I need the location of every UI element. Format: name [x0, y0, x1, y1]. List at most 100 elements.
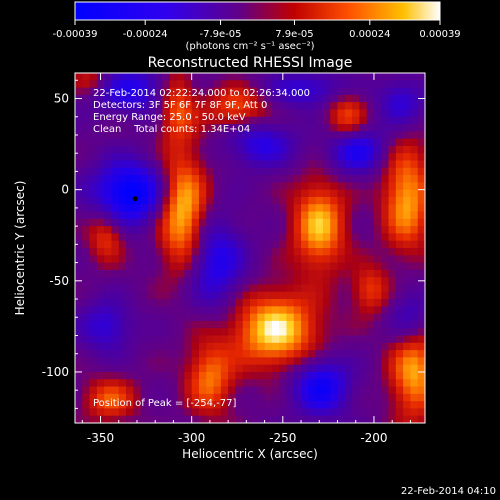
- heatmap-cell: [279, 175, 287, 183]
- heatmap-cell: [191, 160, 200, 169]
- heatmap-cell: [75, 320, 83, 329]
- heatmap-cell: [395, 415, 404, 423]
- heatmap-cell: [206, 291, 214, 300]
- heatmap-cell: [75, 218, 83, 227]
- heatmap-cell: [293, 284, 302, 293]
- heatmap-cell: [301, 175, 309, 183]
- heatmap-cell: [359, 350, 368, 358]
- heatmap-cell: [381, 328, 389, 336]
- heatmap-cell: [228, 408, 236, 417]
- heatmap-cell: [352, 401, 360, 409]
- heatmap-cell: [126, 204, 134, 212]
- heatmap-cell: [82, 116, 90, 125]
- heatmap-cell: [111, 357, 120, 366]
- heatmap-cell: [220, 357, 229, 366]
- heatmap-cell: [264, 328, 273, 336]
- heatmap-cell: [133, 124, 142, 132]
- heatmap-cell: [82, 357, 90, 366]
- heatmap-cell: [264, 233, 273, 242]
- heatmap-cell: [403, 291, 411, 300]
- heatmap-cell: [322, 218, 331, 227]
- heatmap-cell: [111, 153, 120, 161]
- heatmap-cell: [75, 204, 83, 212]
- heatmap-cell: [344, 328, 353, 336]
- heatmap-cell: [184, 350, 193, 358]
- heatmap-cell: [162, 80, 171, 88]
- heatmap-cell: [75, 211, 83, 220]
- heatmap-cell: [330, 248, 338, 256]
- heatmap-cell: [286, 393, 295, 402]
- heatmap-cell: [344, 262, 353, 271]
- heatmap-cell: [82, 233, 90, 242]
- heatmap-cell: [271, 80, 280, 88]
- heatmap-cell: [257, 196, 265, 205]
- heatmap-cell: [395, 240, 404, 249]
- heatmap-cell: [206, 342, 214, 351]
- heatmap-cell: [140, 255, 149, 263]
- heatmap-cell: [89, 328, 98, 336]
- heatmap-cell: [301, 335, 309, 344]
- heatmap-cell: [155, 175, 163, 183]
- heatmap-cell: [330, 269, 338, 278]
- heatmap-cell: [228, 342, 236, 351]
- heatmap-cell: [286, 291, 295, 300]
- heatmap-cell: [82, 240, 90, 249]
- heatmap-cell: [381, 124, 389, 132]
- heatmap-cell: [286, 226, 295, 234]
- heatmap-cell: [257, 167, 265, 176]
- heatmap-cell: [96, 401, 105, 409]
- heatmap-cell: [126, 211, 134, 220]
- chart-title: Reconstructed RHESSI Image: [148, 55, 353, 71]
- heatmap-cell: [198, 328, 207, 336]
- heatmap-cell: [133, 357, 142, 366]
- heatmap-cell: [352, 204, 360, 212]
- heatmap-cell: [169, 393, 178, 402]
- heatmap-cell: [104, 401, 112, 409]
- heatmap-cell: [395, 80, 404, 88]
- heatmap-cell: [322, 167, 331, 176]
- heatmap-cell: [271, 342, 280, 351]
- heatmap-cell: [410, 248, 419, 256]
- heatmap-cell: [366, 269, 375, 278]
- heatmap-cell: [322, 102, 331, 110]
- heatmap-cell: [352, 73, 360, 81]
- heatmap-cell: [206, 386, 214, 395]
- heatmap-cell: [133, 371, 142, 380]
- heatmap-cell: [352, 211, 360, 220]
- heatmap-cell: [235, 415, 244, 423]
- heatmap-cell: [330, 328, 338, 336]
- heatmap-cell: [242, 124, 251, 132]
- heatmap-cell: [198, 175, 207, 183]
- heatmap-cell: [410, 342, 419, 351]
- heatmap-cell: [286, 350, 295, 358]
- heatmap-cell: [337, 153, 346, 161]
- heatmap-cell: [220, 131, 229, 140]
- heatmap-cell: [373, 415, 382, 423]
- heatmap-cell: [250, 73, 258, 81]
- heatmap-cell: [322, 379, 331, 387]
- heatmap-cell: [184, 284, 193, 293]
- heatmap-cell: [242, 342, 251, 351]
- heatmap-cell: [366, 109, 375, 118]
- heatmap-cell: [228, 196, 236, 205]
- heatmap-cell: [96, 255, 105, 263]
- heatmap-cell: [191, 364, 200, 373]
- heatmap-cell: [162, 211, 171, 220]
- heatmap-cell: [322, 320, 331, 329]
- heatmap-cell: [337, 226, 346, 234]
- heatmap-cell: [373, 102, 382, 110]
- heatmap-cell: [381, 364, 389, 373]
- heatmap-cell: [403, 379, 411, 387]
- heatmap-cell: [286, 204, 295, 212]
- heatmap-cell: [264, 226, 273, 234]
- heatmap-cell: [293, 328, 302, 336]
- heatmap-cell: [388, 87, 397, 96]
- heatmap-cell: [250, 226, 258, 234]
- heatmap-cell: [410, 175, 419, 183]
- heatmap-cell: [242, 364, 251, 373]
- heatmap-cell: [147, 328, 156, 336]
- heatmap-cell: [220, 240, 229, 249]
- heatmap-cell: [147, 291, 156, 300]
- heatmap-cell: [206, 306, 214, 315]
- heatmap-cell: [410, 87, 419, 96]
